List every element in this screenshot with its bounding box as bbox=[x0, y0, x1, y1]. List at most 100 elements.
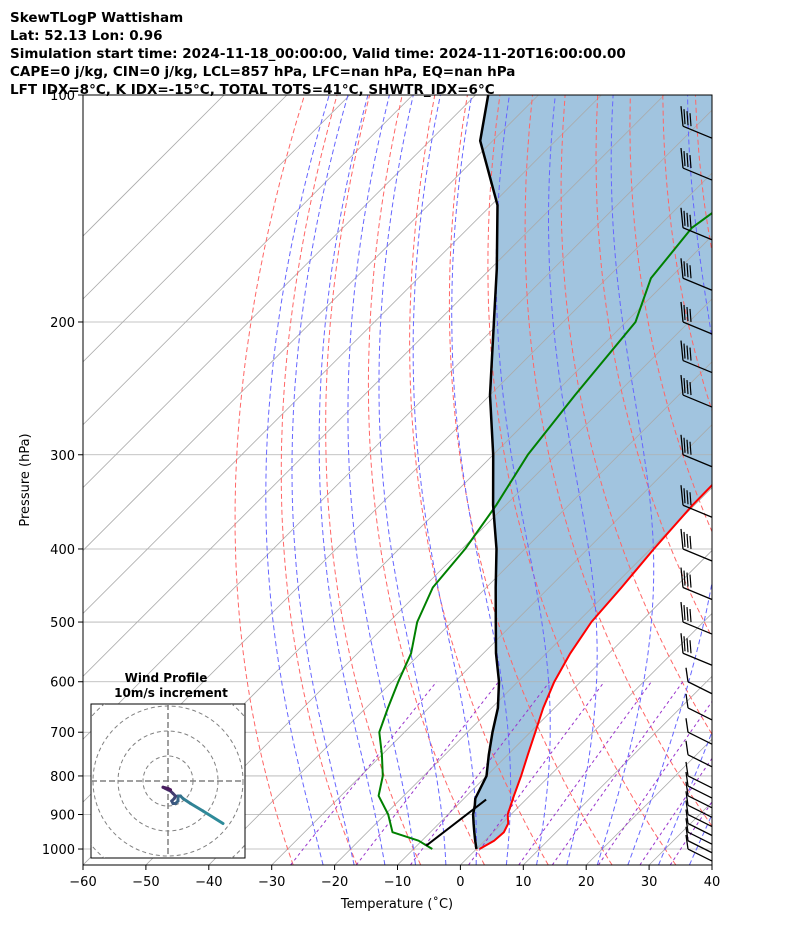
moist-adiabat bbox=[658, 730, 712, 865]
x-tick-label: 20 bbox=[578, 875, 595, 890]
wind-barb bbox=[680, 633, 713, 666]
wind-barb bbox=[680, 567, 713, 601]
lower-parcel-profile bbox=[425, 798, 487, 847]
dry-adiabat bbox=[560, 95, 712, 736]
wind-barb bbox=[680, 340, 713, 374]
y-tick-label: 100 bbox=[50, 89, 75, 104]
hodograph-trace-segment bbox=[189, 802, 205, 813]
isotherm-line bbox=[83, 95, 413, 426]
moist-adiabat bbox=[265, 95, 330, 865]
wind-barb bbox=[680, 374, 713, 408]
wind-barb bbox=[685, 740, 713, 768]
hodograph: Wind Profile 10m/s increment bbox=[90, 671, 246, 859]
hodograph-trace-segment bbox=[201, 809, 225, 825]
isotherm-line bbox=[83, 95, 351, 363]
mixing-ratio-line bbox=[639, 757, 712, 865]
isotherm-line bbox=[83, 109, 712, 740]
y-tick-label: 1000 bbox=[42, 843, 75, 858]
x-tick-label: 30 bbox=[641, 875, 658, 890]
wind-barb bbox=[685, 693, 713, 721]
isotherm-line bbox=[83, 95, 225, 237]
wind-barb bbox=[680, 301, 713, 335]
y-tick-label: 400 bbox=[50, 543, 75, 558]
mixing-ratio-line bbox=[669, 800, 712, 865]
dry-adiabat bbox=[487, 95, 677, 865]
x-tick-label: −20 bbox=[321, 875, 348, 890]
wind-barb bbox=[680, 207, 713, 241]
dry-adiabat bbox=[234, 95, 305, 865]
hodograph-title: Wind Profile bbox=[125, 671, 208, 685]
mixing-ratio-line bbox=[551, 681, 684, 865]
parameters-line: CAPE=0 j/kg, CIN=0 j/kg, LCL=857 hPa, LF… bbox=[10, 64, 516, 80]
mixing-ratio-line bbox=[355, 681, 499, 865]
wind-barb bbox=[680, 258, 713, 291]
x-tick-label: −10 bbox=[384, 875, 411, 890]
chart-title: SkewTLogP Wattisham bbox=[10, 10, 184, 26]
x-tick-label: −60 bbox=[69, 875, 96, 890]
dry-adiabat bbox=[367, 95, 485, 865]
mixing-ratio-line bbox=[518, 681, 652, 865]
hodograph-trace-segment bbox=[181, 797, 192, 805]
wind-barb bbox=[685, 818, 713, 845]
dry-adiabat bbox=[524, 95, 712, 828]
moist-adiabat bbox=[548, 95, 598, 865]
isotherm-line bbox=[83, 95, 665, 677]
isotherm-line bbox=[83, 95, 476, 489]
moist-adiabat bbox=[627, 95, 712, 865]
wind-barb bbox=[685, 809, 713, 837]
y-tick-label: 600 bbox=[50, 676, 75, 691]
wind-barb bbox=[680, 106, 713, 139]
isotherm-line bbox=[271, 424, 712, 865]
x-tick-label: −50 bbox=[132, 875, 159, 890]
isotherm-line bbox=[208, 361, 712, 865]
y-axis-label: Pressure (hPa) bbox=[18, 433, 33, 526]
wind-barb bbox=[685, 834, 713, 862]
hodograph-trace-segment bbox=[166, 787, 172, 792]
title-block: SkewTLogP Wattisham Lat: 52.13 Lon: 0.96… bbox=[10, 9, 626, 99]
cape-shading bbox=[473, 95, 712, 849]
wind-barb bbox=[685, 771, 713, 799]
mixing-ratio-line bbox=[597, 700, 712, 865]
moist-adiabat bbox=[596, 95, 655, 865]
mixing-ratio-line bbox=[409, 681, 550, 865]
moist-adiabat bbox=[291, 95, 355, 865]
hodograph-subtitle: 10m/s increment bbox=[114, 686, 228, 700]
dry-adiabat bbox=[728, 95, 794, 865]
dry-adiabat bbox=[761, 95, 794, 865]
wind-barb bbox=[685, 718, 713, 745]
parcel-profile bbox=[471, 95, 501, 850]
wind-barb bbox=[680, 528, 713, 562]
isotherm-line bbox=[83, 95, 539, 552]
wind-barb bbox=[685, 667, 713, 695]
x-tick-label: −40 bbox=[195, 875, 222, 890]
indices-line: LFT IDX=8°C, K IDX=-15°C, TOTAL TOTS=41°… bbox=[10, 82, 495, 98]
moist-adiabat bbox=[347, 95, 416, 865]
temperature-profile bbox=[479, 483, 712, 850]
dry-adiabat bbox=[325, 95, 422, 865]
isotherm-line bbox=[523, 675, 712, 865]
wind-barb bbox=[680, 601, 713, 635]
x-tick-label: 10 bbox=[515, 875, 532, 890]
y-tick-label: 500 bbox=[50, 616, 75, 631]
wind-barb bbox=[685, 800, 713, 828]
wind-barb bbox=[680, 434, 713, 468]
mixing-ratio-line bbox=[468, 681, 605, 865]
mixing-ratio-line bbox=[290, 681, 437, 865]
wind-barb bbox=[685, 781, 713, 809]
x-axis-label: Temperature (˚C) bbox=[340, 896, 453, 912]
wind-barb bbox=[685, 761, 713, 789]
dewpoint-profile bbox=[377, 211, 712, 850]
x-tick-label: 0 bbox=[456, 875, 464, 890]
moist-adiabat bbox=[412, 95, 477, 865]
y-tick-label: 300 bbox=[50, 449, 75, 464]
x-tick-label: 40 bbox=[704, 875, 721, 890]
wind-barb bbox=[685, 826, 713, 854]
dry-adiabat bbox=[280, 95, 358, 865]
dry-adiabat bbox=[595, 95, 712, 639]
dry-adiabat bbox=[448, 95, 613, 865]
isotherm-line bbox=[83, 95, 288, 300]
isotherm-line bbox=[397, 549, 712, 865]
y-tick-label: 900 bbox=[50, 809, 75, 824]
isotherm-line bbox=[145, 298, 712, 865]
